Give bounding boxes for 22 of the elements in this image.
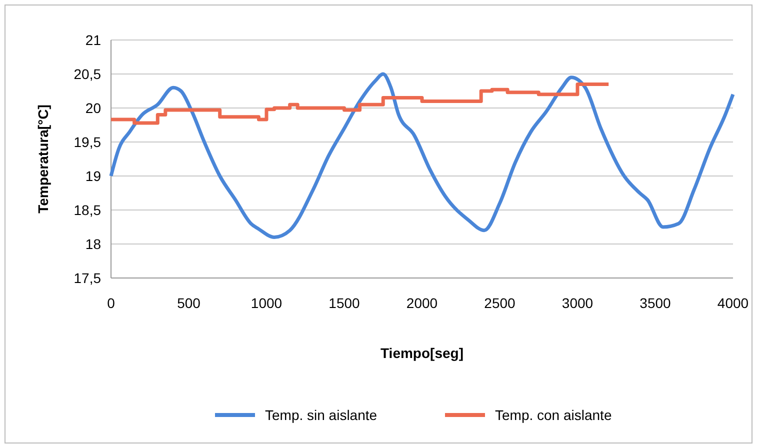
x-tick-label: 4000	[717, 295, 749, 311]
legend-label: Temp. con aislante	[495, 406, 612, 423]
legend-label: Temp. sin aislante	[265, 406, 378, 423]
y-tick-label: 18,5	[74, 202, 102, 218]
x-axis-title: Tiempo[seg]	[380, 345, 464, 361]
x-tick-label: 1500	[328, 295, 360, 311]
y-tick-label: 21	[85, 32, 102, 48]
y-tick-label: 18	[85, 236, 102, 252]
y-tick-label: 17,5	[74, 270, 102, 286]
y-tick-label: 19,5	[74, 134, 102, 150]
line-series	[109, 72, 735, 239]
x-tick-label: 1000	[250, 295, 282, 311]
x-tick-label: 500	[177, 295, 201, 311]
x-tick-label: 2000	[406, 295, 438, 311]
x-tick-label: 2500	[484, 295, 516, 311]
x-tick-label: 3500	[640, 295, 672, 311]
x-tick-label: 3000	[562, 295, 594, 311]
y-tick-label: 19	[85, 168, 102, 184]
y-tick-label: 20,5	[74, 66, 102, 82]
y-axis-title: Temperatura[°C]	[35, 104, 51, 214]
y-tick-label: 20	[85, 100, 102, 116]
x-tick-label: 0	[107, 295, 116, 311]
